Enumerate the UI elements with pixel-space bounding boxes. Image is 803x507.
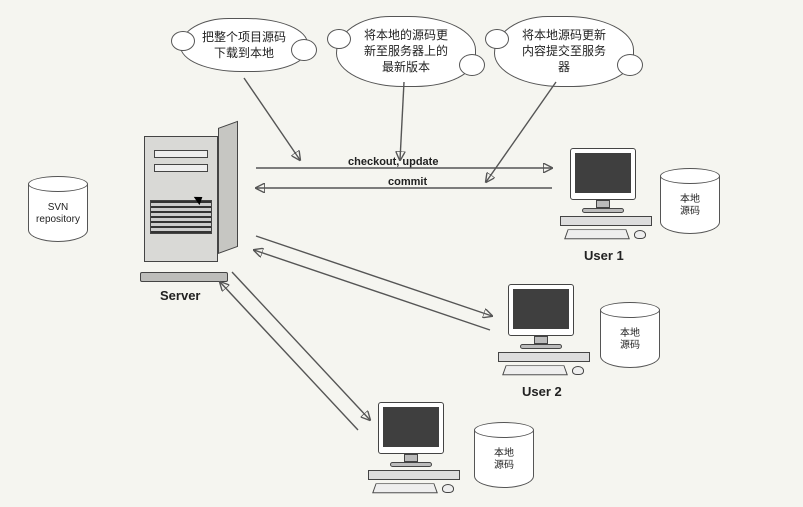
client-pc-2-label: User 2 xyxy=(522,384,562,399)
cloud-update-text: 将本地的源码更新至服务器上的最新版本 xyxy=(364,28,448,74)
arrow-label-commit: commit xyxy=(388,176,427,188)
arrow-label-checkout-update: checkout, update xyxy=(348,156,438,168)
cloud-update: 将本地的源码更新至服务器上的最新版本 xyxy=(336,16,476,87)
arrow-cloud-update xyxy=(400,82,404,160)
client-pc-3 xyxy=(368,402,462,494)
arrow-server-to-pc2 xyxy=(256,236,492,316)
svn-repo-cylinder: SVNrepository xyxy=(28,176,88,242)
cloud-checkout: 把整个项目源码下载到本地 xyxy=(180,18,308,72)
arrow-server-to-pc3 xyxy=(232,272,370,420)
client-pc-1 xyxy=(560,148,654,240)
local-db-1: 本地源码 xyxy=(660,168,720,234)
local-db-2: 本地源码 xyxy=(600,302,660,368)
client-pc-2 xyxy=(498,284,592,376)
local-db-3-label: 本地源码 xyxy=(474,448,534,472)
server-label: Server xyxy=(160,288,200,303)
cloud-commit: 将本地源码更新内容提交至服务器 xyxy=(494,16,634,87)
local-db-1-label: 本地源码 xyxy=(660,194,720,218)
svn-repo-label: SVNrepository xyxy=(28,202,88,226)
arrow-pc3-to-server xyxy=(220,282,358,430)
local-db-2-label: 本地源码 xyxy=(600,328,660,352)
client-pc-1-label: User 1 xyxy=(584,248,624,263)
cloud-checkout-text: 把整个项目源码下载到本地 xyxy=(202,30,286,60)
arrow-pc2-to-server xyxy=(254,250,490,330)
server xyxy=(140,136,244,276)
cloud-commit-text: 将本地源码更新内容提交至服务器 xyxy=(522,28,606,74)
arrow-cloud-commit xyxy=(486,82,556,182)
arrow-cloud-checkout xyxy=(244,78,300,160)
local-db-3: 本地源码 xyxy=(474,422,534,488)
